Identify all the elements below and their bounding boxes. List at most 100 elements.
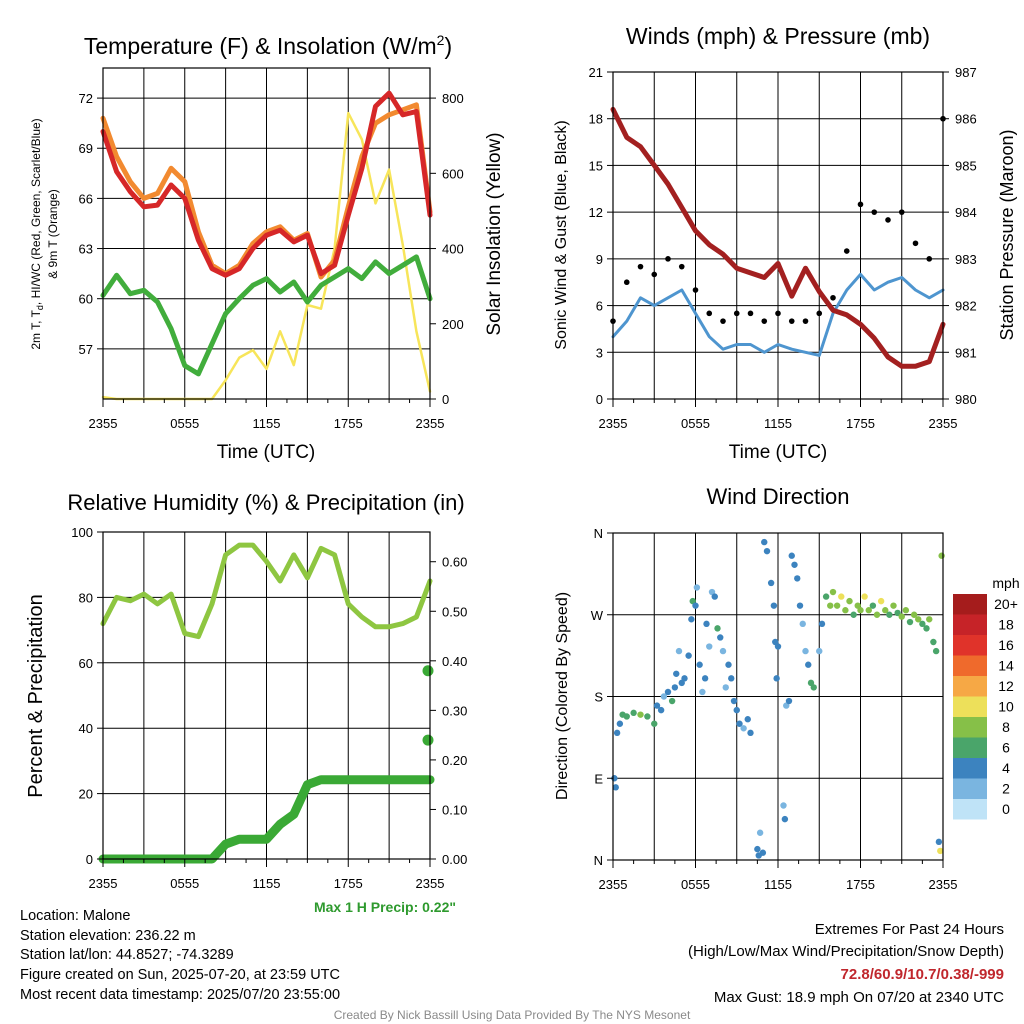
wind-direction-point [838, 593, 845, 600]
gust-point [926, 256, 933, 262]
relative-humidity-line [100, 542, 433, 640]
insolation-y-label: Solar Insolation (Yellow) [484, 132, 505, 335]
y-tick-label: W [591, 608, 604, 623]
gust-point [678, 263, 685, 270]
wind-direction-point [915, 616, 922, 623]
x-tick-label: 1755 [334, 876, 363, 891]
legend-label: 14 [998, 658, 1014, 674]
y2-tick-label: 0.10 [442, 802, 467, 817]
wind-direction-point [747, 729, 754, 737]
wind-direction-point [673, 670, 680, 677]
winds-title: Winds (mph) & Pressure (mb) [626, 23, 930, 49]
wind-direction-point [630, 709, 637, 717]
x-tick-label: 2355 [929, 877, 958, 892]
wind-direction-point [756, 829, 764, 836]
wind-direction-point [706, 643, 713, 650]
winds-series [610, 106, 946, 369]
legend-label: 12 [998, 678, 1014, 694]
wind-direction-point [744, 716, 751, 723]
wind-direction-point [906, 618, 914, 626]
wind-direction-point [935, 838, 943, 846]
gust-point [912, 240, 919, 247]
y-tick-label: 0 [596, 392, 603, 407]
wind-direction-y-label: Direction (Colored By Speed) [554, 592, 571, 800]
gust-point [816, 310, 823, 317]
wind-direction-point [877, 597, 885, 605]
wind-direction-point [685, 652, 692, 659]
wind-direction-point [794, 575, 801, 582]
station-location: Location: Malone [20, 908, 131, 924]
x-tick-label: 1755 [334, 416, 363, 431]
legend-swatch [953, 799, 987, 820]
y2-tick-label: 0.40 [442, 654, 467, 669]
x-tick-label: 1755 [846, 416, 875, 431]
legend-swatch [953, 676, 987, 697]
legend-label: 10 [998, 699, 1014, 715]
wind-direction-point [688, 616, 695, 623]
gust-point [692, 287, 699, 293]
wind-direction-point [932, 647, 940, 655]
legend-label: 16 [998, 637, 1014, 653]
wind-direction-point [725, 661, 732, 668]
y-tick-label: 15 [589, 158, 603, 173]
wind-direction-point [873, 611, 881, 618]
wind-direction-point [754, 845, 761, 853]
wind-direction-point [822, 593, 830, 600]
wind-direction-point [763, 547, 771, 555]
y2-tick-label: 983 [955, 252, 977, 267]
wind-direction-point [890, 602, 897, 609]
wind-direction-point [781, 815, 789, 823]
humidity-ticks: 0 20 40 60 80 100 0.00 0.10 0.20 0.30 0.40 0.50 0.60… [71, 525, 467, 891]
wind-direction-point [827, 602, 834, 609]
legend-swatch [953, 778, 987, 799]
gust-point [871, 209, 878, 215]
legend-label: 18 [998, 617, 1014, 633]
gust-point [843, 248, 850, 254]
wind-direction-point [664, 688, 672, 696]
wind-direction-point [818, 620, 826, 628]
wind-direction-point [692, 602, 699, 609]
gust-point [802, 318, 809, 324]
wind-direction-grid [613, 533, 943, 860]
winds-panel: Winds (mph) & Pressure (mb) 0 3 6 9 12 15 18 21… [553, 23, 1017, 463]
gust-point [788, 318, 795, 324]
y-tick-label: 72 [79, 91, 93, 106]
pressure-line [610, 106, 946, 369]
x-tick-label: 2355 [929, 416, 958, 431]
gust-point [623, 279, 630, 286]
temperature-panel: Temperature (F) & Insolation (W/m2) 57 60… [29, 32, 505, 463]
gust-point [733, 310, 740, 317]
winds-ticks: 0 3 6 9 12 15 18 21 980 981 982 983 984 985 986 987 2355… [589, 65, 977, 431]
gust-point [885, 217, 891, 223]
wind-direction-point [799, 620, 806, 628]
wind-direction-point [759, 849, 767, 856]
wind-direction-point [774, 643, 782, 650]
wind-direction-point [810, 684, 817, 691]
gust-point [637, 263, 644, 270]
y-tick-label: 9 [596, 252, 603, 267]
wind-direction-point [886, 611, 893, 618]
wind-direction-point [675, 647, 683, 655]
wind-direction-point [711, 593, 718, 600]
y2-tick-label: 800 [442, 91, 464, 106]
wind-direction-point [816, 647, 823, 655]
wind-direction-point [660, 693, 668, 700]
winds-x-label: Time (UTC) [729, 442, 828, 463]
wind-direction-point [842, 607, 849, 614]
x-tick-label: 0555 [681, 416, 710, 431]
y2-tick-label: 200 [442, 317, 464, 332]
wind-direction-point [802, 647, 809, 655]
wind-direction-point [861, 593, 868, 600]
humidity-series [98, 542, 435, 864]
y2-tick-label: 0.30 [442, 703, 467, 718]
gust-point [775, 310, 781, 317]
y2-tick-label: 0.60 [442, 555, 467, 570]
wind-direction-point [846, 597, 853, 605]
wind-direction-point [761, 538, 768, 546]
y-tick-label: 0 [86, 852, 93, 867]
wind-direction-point [651, 720, 658, 727]
humidity-title: Relative Humidity (%) & Precipitation (i… [67, 490, 464, 515]
winds-grid [613, 72, 943, 399]
wind-direction-point [703, 620, 710, 628]
dewpoint-line [100, 254, 433, 377]
